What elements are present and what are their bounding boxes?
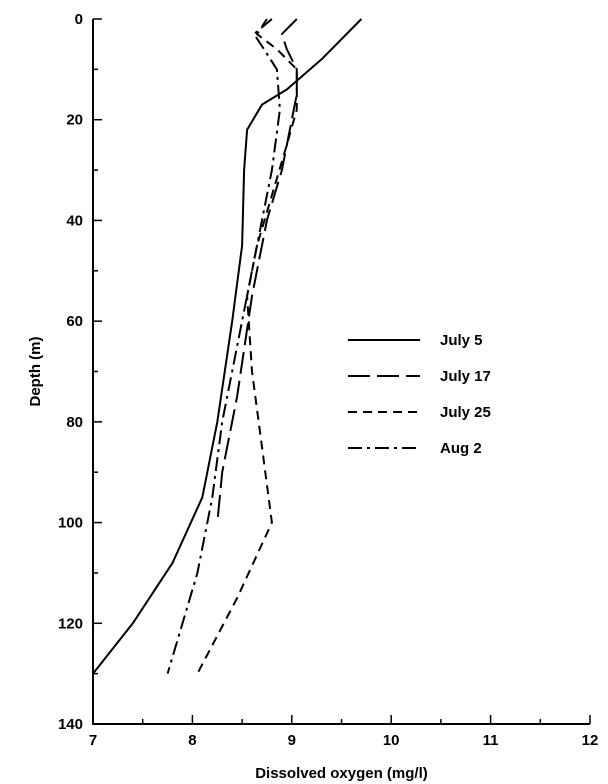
y-tick-label: 40 (66, 212, 83, 229)
series-line-2 (216, 18, 298, 523)
x-tick-label: 9 (288, 732, 296, 749)
x-axis-title: Dissolved oxygen (mg/l) (255, 765, 428, 782)
series-line-1 (92, 18, 363, 675)
y-axis-title: Depth (m) (27, 337, 44, 407)
y-axis-ticks: 0 20 40 60 80 100 120 140 (58, 11, 102, 733)
legend-label: Aug 2 (440, 440, 482, 457)
x-tick-label: 11 (483, 732, 499, 749)
y-tick-label: 80 (66, 414, 83, 431)
series-line-4 (166, 18, 281, 674)
y-tick-label: 120 (58, 615, 83, 632)
legend-label: July 25 (440, 404, 491, 421)
x-axis-ticks: 7 8 9 10 11 12 (89, 715, 599, 749)
legend-label: July 17 (440, 368, 491, 385)
series-layer (92, 18, 363, 675)
series-line-3 (196, 18, 298, 675)
y-tick-label: 20 (66, 112, 83, 129)
axis-frame (92, 19, 590, 725)
legend-label: July 5 (440, 332, 483, 349)
x-tick-label: 8 (188, 732, 196, 749)
legend: July 5 July 17 July 25 Aug 2 (348, 332, 491, 457)
y-tick-label: 60 (66, 313, 83, 330)
x-tick-label: 10 (383, 732, 400, 749)
y-tick-label: 100 (58, 515, 83, 532)
y-tick-label: 0 (75, 11, 83, 28)
x-tick-label: 12 (582, 732, 599, 749)
y-tick-label: 140 (58, 716, 83, 733)
x-tick-label: 7 (89, 732, 97, 749)
